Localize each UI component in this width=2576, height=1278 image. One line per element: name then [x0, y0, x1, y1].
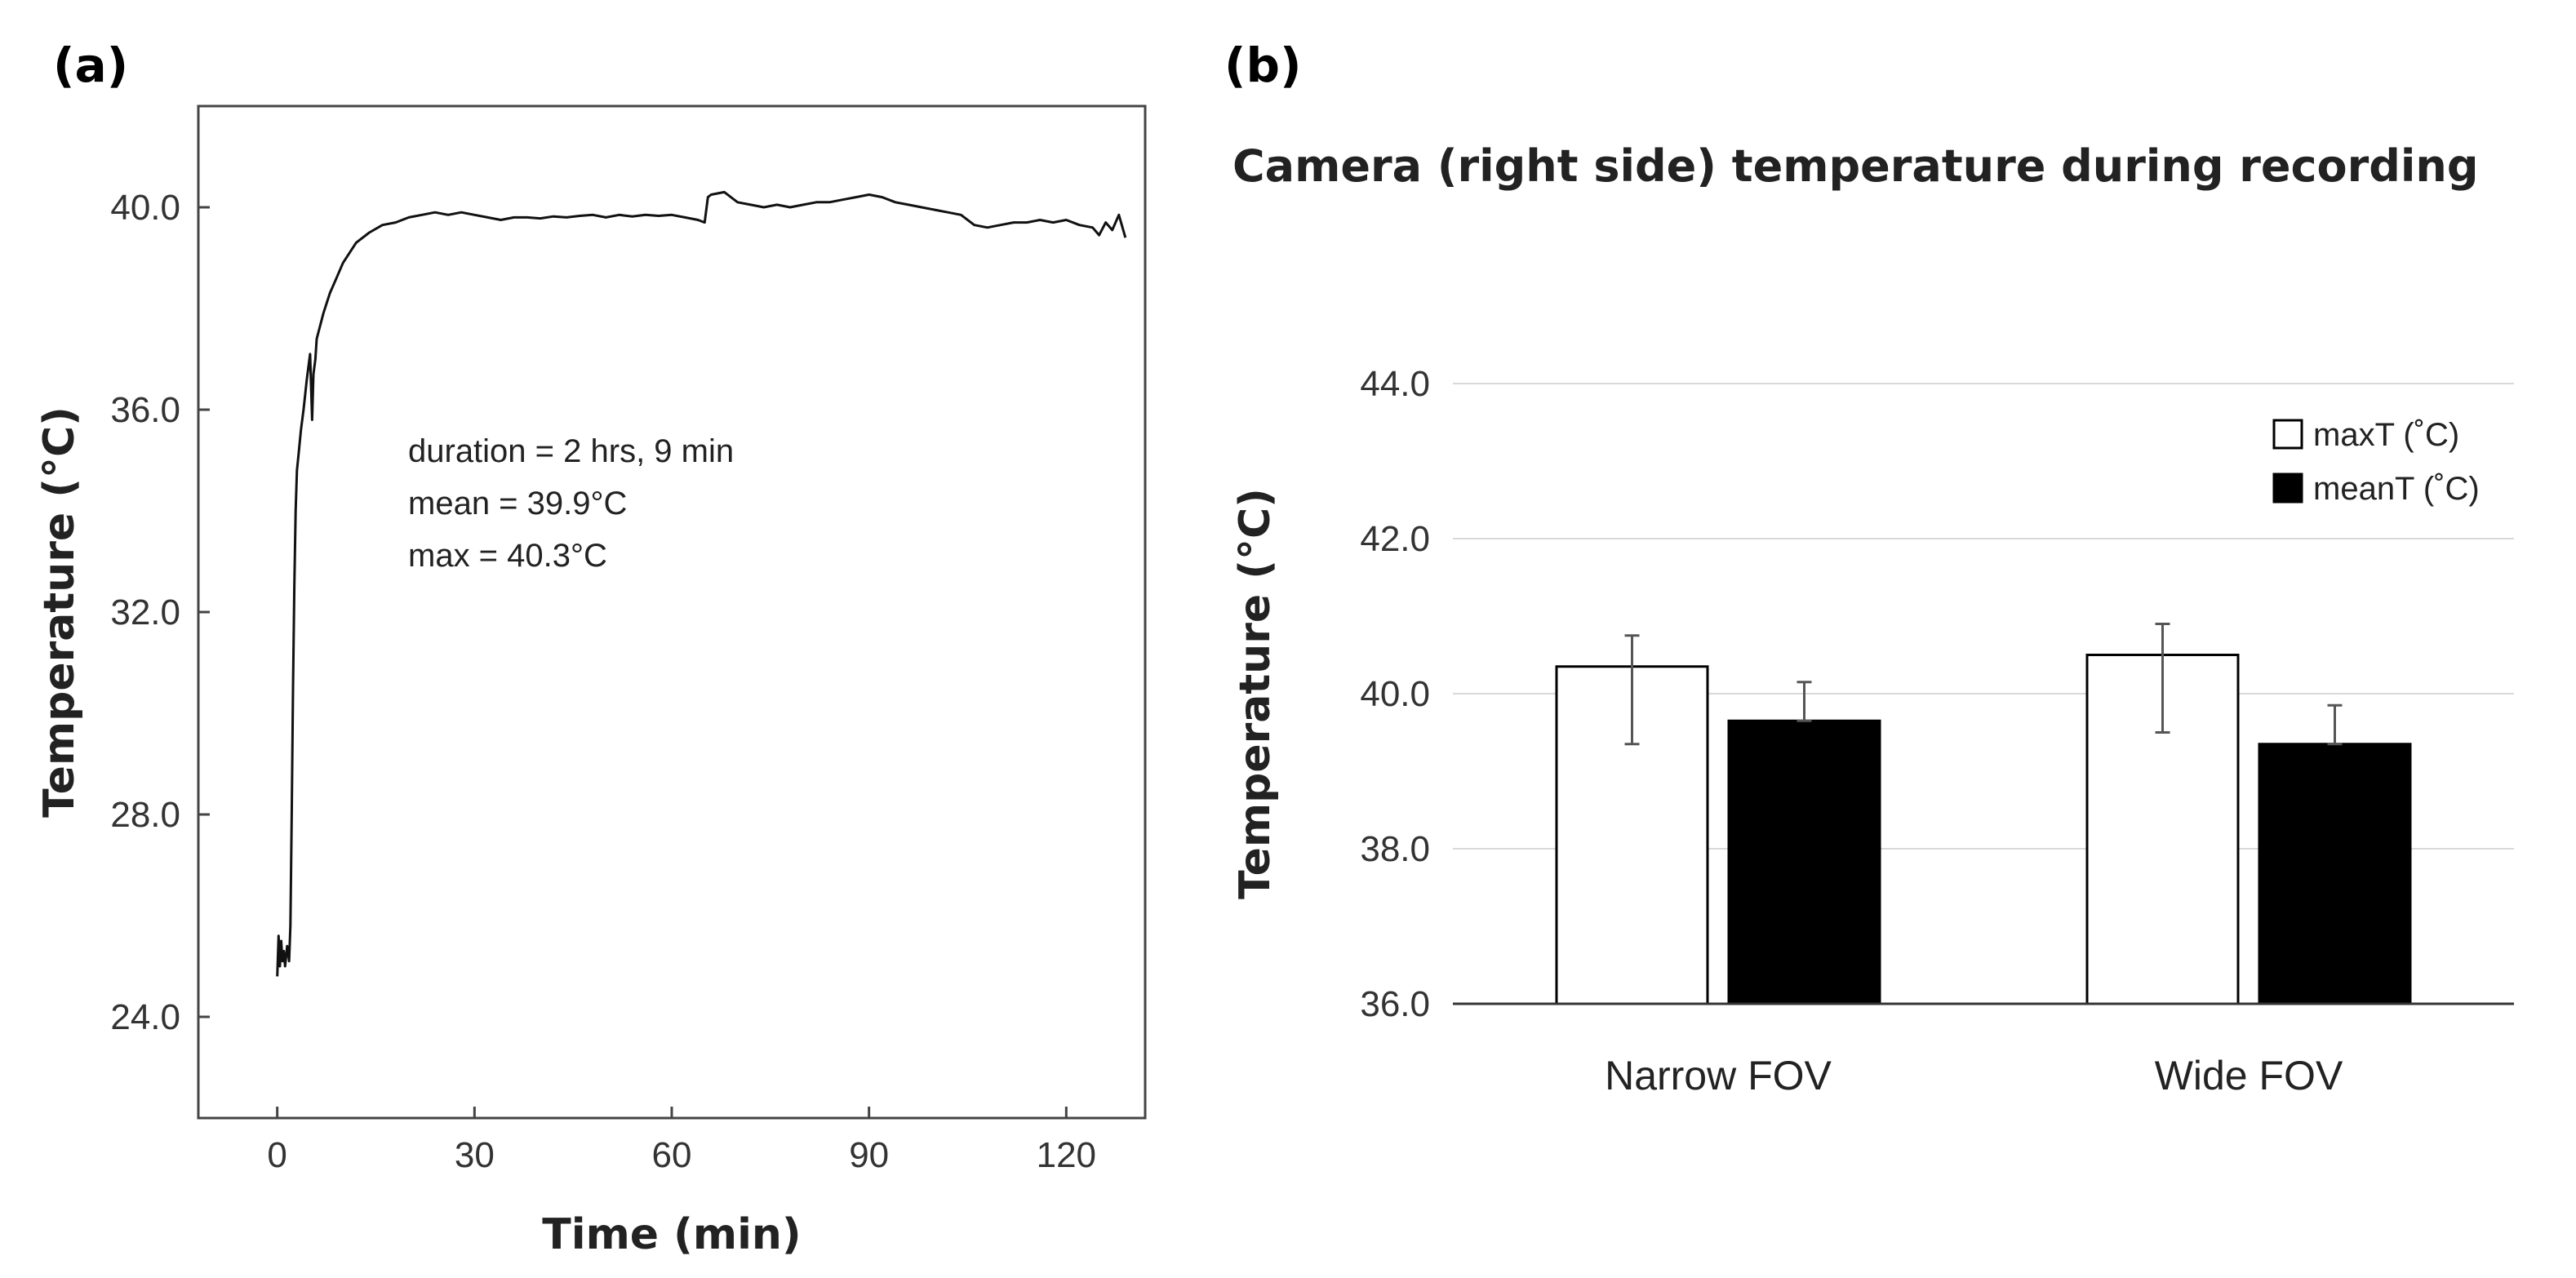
bar-chart-legend: maxT (˚C) meanT (˚C) — [2272, 417, 2480, 507]
line-chart-x-tick-label: 60 — [652, 1135, 692, 1175]
line-chart-series-temperature — [276, 190, 1127, 977]
bar-chart: Camera (right side) temperature during r… — [1231, 140, 2514, 1098]
bar-meanT-wide-fov — [2258, 743, 2412, 1005]
bar-chart-category-label: Narrow FOV — [1605, 1053, 1832, 1098]
bar-chart-y-tick-label: 40.0 — [1360, 674, 1430, 714]
bar-chart-y-axis-title: Temperature (°C) — [1231, 488, 1280, 899]
line-chart-x-axis-title: Time (min) — [542, 1210, 801, 1259]
bar-chart-y-tick-label: 44.0 — [1360, 364, 1430, 404]
legend-swatch-maxT — [2272, 419, 2303, 450]
line-chart-y-axis-title: Temperature (°C) — [35, 406, 84, 818]
bar-chart-title: Camera (right side) temperature during r… — [1232, 140, 2479, 192]
line-chart-y-tick-label: 24.0 — [110, 997, 180, 1037]
legend-label-maxT: maxT (˚C) — [2313, 417, 2459, 453]
line-chart-y-tick-label: 40.0 — [110, 188, 180, 228]
line-chart-x-tick-label: 0 — [267, 1135, 286, 1175]
line-chart-y-tick-label: 32.0 — [110, 592, 180, 632]
annotation-duration: duration = 2 hrs, 9 min — [408, 433, 734, 469]
bar-chart-y-tick-label: 38.0 — [1360, 829, 1430, 869]
line-chart-x-tick-label: 90 — [849, 1135, 889, 1175]
bar-meanT-narrow-fov — [1727, 719, 1881, 1005]
bar-chart-y-ticks: 36.0 38.0 40.0 42.0 44.0 — [1360, 364, 1430, 1024]
line-chart-y-ticks: 24.0 28.0 32.0 36.0 40.0 — [110, 188, 210, 1037]
panel-a-label: (a) — [53, 38, 128, 93]
bar-chart-bars — [1555, 623, 2412, 1005]
line-chart-x-ticks: 0 30 60 90 120 — [267, 1107, 1096, 1175]
bar-chart-category-labels: Narrow FOV Wide FOV — [1605, 1053, 2343, 1098]
line-chart-x-tick-label: 30 — [455, 1135, 495, 1175]
annotation-max: max = 40.3°C — [408, 538, 607, 574]
legend-swatch-meanT — [2272, 473, 2303, 504]
line-chart-y-tick-label: 28.0 — [110, 795, 180, 835]
line-chart-plot-frame — [197, 104, 1147, 1120]
line-chart-y-tick-label: 36.0 — [110, 390, 180, 430]
line-chart: 24.0 28.0 32.0 36.0 40.0 0 30 60 90 120 duration… — [35, 104, 1147, 1259]
line-chart-annotations: duration = 2 hrs, 9 min mean = 39.9°C ma… — [408, 433, 734, 574]
bar-chart-y-tick-label: 42.0 — [1360, 519, 1430, 559]
bar-chart-y-tick-label: 36.0 — [1360, 984, 1430, 1024]
legend-label-meanT: meanT (˚C) — [2313, 471, 2480, 507]
line-chart-x-tick-label: 120 — [1037, 1135, 1096, 1175]
annotation-mean: mean = 39.9°C — [408, 486, 627, 521]
bar-chart-category-label: Wide FOV — [2155, 1053, 2343, 1098]
panel-b-label: (b) — [1224, 38, 1302, 93]
